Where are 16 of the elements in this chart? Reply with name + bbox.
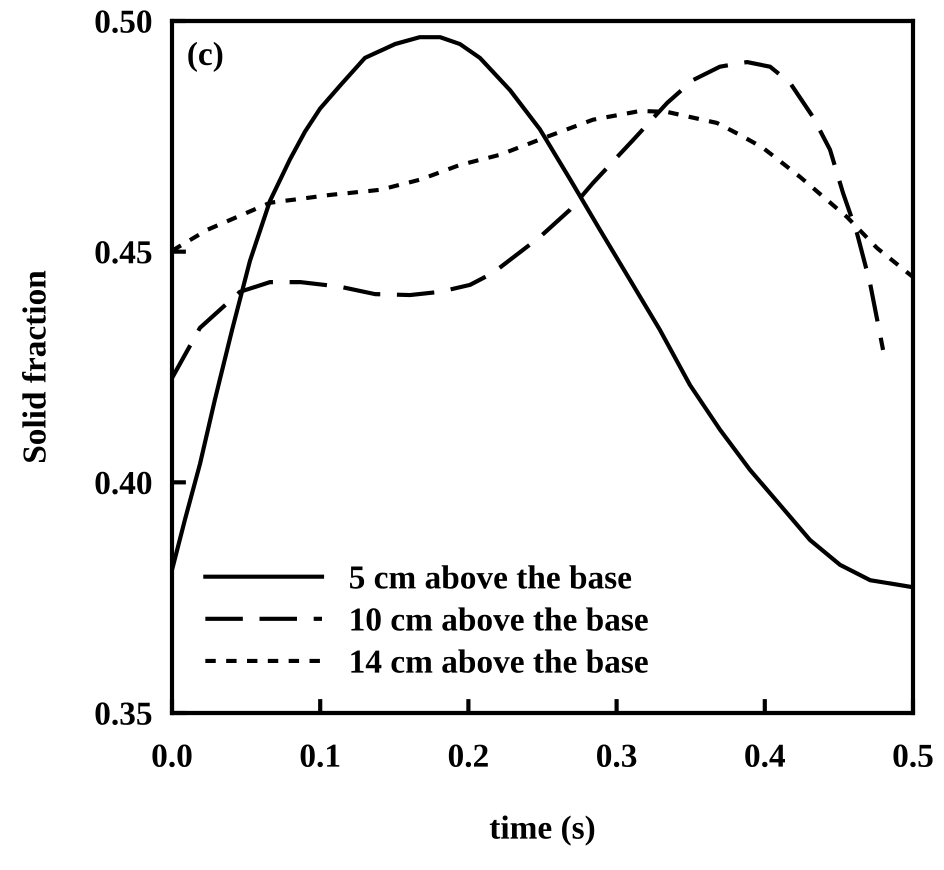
x-tick-label: 0.0 — [152, 744, 192, 768]
y-tick-label: 0.45 — [95, 241, 152, 264]
y-tick-label: 0.50 — [95, 10, 152, 34]
x-tick-label: 0.4 — [745, 744, 786, 768]
x-tick-label: 0.2 — [448, 744, 488, 768]
legend-label: 14 cm above the base — [351, 649, 648, 673]
x-axis-title: time (s) — [490, 815, 594, 846]
legend-label: 10 cm above the base — [351, 607, 648, 631]
x-tick-label: 0.1 — [300, 744, 340, 768]
y-tick-label: 0.40 — [95, 472, 152, 494]
x-tick-label: 0.3 — [597, 744, 636, 768]
y-axis-title: Solid fraction — [22, 270, 46, 462]
annotation: (c) — [188, 42, 222, 72]
legend-label: 5 cm above the base — [350, 565, 632, 589]
y-tick-label: 0.35 — [95, 702, 152, 726]
x-tick-label: 0.5 — [893, 744, 933, 768]
